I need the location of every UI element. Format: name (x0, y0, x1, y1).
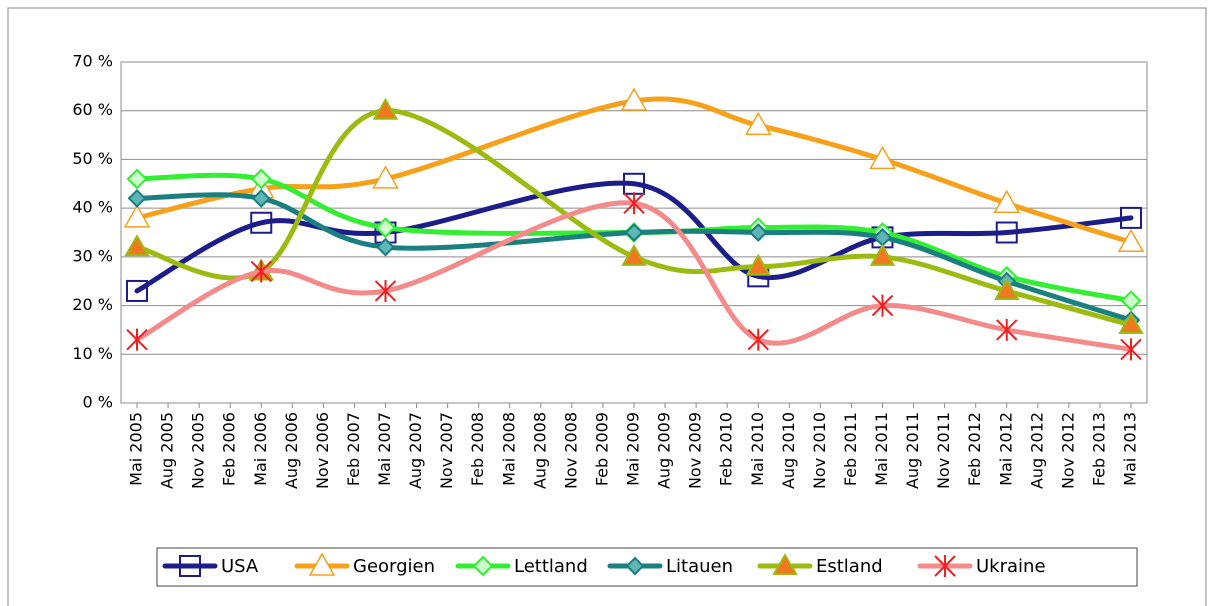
x-tick-label: Nov 2009 (686, 412, 705, 489)
x-tick-label: Feb 2011 (841, 412, 860, 486)
x-tick-label: Feb 2009 (592, 412, 611, 486)
x-tick-label: Nov 2008 (561, 412, 580, 489)
marker (623, 192, 645, 215)
marker (126, 168, 148, 190)
marker (993, 189, 1021, 214)
marker (621, 243, 647, 266)
marker (472, 555, 494, 577)
axes: 0 % 10 % 20 % 30 % 40 % 50 % 60 % 70 % Mai 2005 A… (72, 52, 1148, 489)
x-tick-label: Nov 2011 (934, 412, 953, 489)
legend-label: USA (221, 556, 259, 577)
line (134, 180, 1134, 294)
y-tick-label: 30 % (72, 246, 113, 265)
marker (1117, 228, 1145, 252)
y-tick-label: 0 % (83, 393, 113, 412)
marker (620, 87, 648, 111)
x-tick-label: Nov 2010 (810, 412, 829, 489)
x-tick-label: Aug 2005 (158, 412, 177, 489)
marker (126, 279, 148, 302)
marker (375, 217, 396, 239)
marker (250, 168, 272, 190)
x-tick-label: Mai 2007 (375, 412, 394, 486)
x-tick-label: Feb 2010 (717, 412, 736, 486)
marker (996, 318, 1018, 341)
x-tick-label: Feb 2012 (965, 412, 984, 486)
marker (1120, 338, 1142, 361)
marker (748, 223, 768, 242)
marker (376, 237, 395, 257)
legend: USA Georgien Lettland Litauen Estland Ukraine (162, 552, 1046, 577)
legend-label: Ukraine (976, 556, 1046, 577)
legend-label: Lettland (514, 556, 588, 577)
y-tick-label: 10 % (72, 344, 113, 363)
x-tick-label: Nov 2007 (437, 412, 456, 489)
x-tick-label: Nov 2012 (1058, 412, 1077, 489)
x-tick-label: Mai 2006 (251, 412, 270, 486)
y-tick-label: 70 % (72, 52, 113, 71)
x-tick-label: Aug 2008 (530, 412, 549, 489)
x-tick-label: Aug 2012 (1027, 412, 1046, 489)
series (124, 97, 1144, 335)
marker (994, 277, 1020, 300)
marker (372, 165, 399, 189)
marker (869, 243, 896, 266)
x-tick-label: Aug 2007 (406, 412, 425, 489)
marker (1120, 206, 1142, 229)
x-tick-label: Aug 2009 (655, 412, 674, 489)
series (126, 192, 1142, 361)
marker (1120, 290, 1142, 312)
x-tick-label: Nov 2006 (313, 412, 332, 489)
x-tick-label: Feb 2008 (468, 412, 487, 486)
x-tick-label: Aug 2010 (779, 412, 798, 489)
marker (747, 328, 769, 351)
marker (995, 221, 1018, 244)
marker (772, 553, 798, 575)
x-tick-label: Aug 2011 (903, 412, 922, 489)
marker (126, 328, 148, 351)
x-tick-label: Feb 2007 (344, 412, 363, 486)
marker (744, 111, 772, 136)
x-tick-label: Mai 2010 (748, 412, 767, 486)
marker (871, 294, 894, 317)
marker (625, 556, 645, 576)
y-tick-label: 20 % (72, 295, 113, 314)
legend-label: Georgien (353, 556, 435, 577)
marker (869, 145, 896, 170)
marker (127, 188, 147, 208)
marker (250, 211, 273, 234)
legend-label: Estland (816, 556, 883, 577)
marker (624, 223, 644, 242)
line (134, 108, 1134, 328)
legend-label: Litauen (666, 556, 733, 577)
marker (934, 555, 956, 577)
x-tick-label: Mai 2012 (996, 412, 1015, 486)
x-tick-label: Nov 2005 (189, 412, 208, 489)
x-tick-label: Mai 2005 (127, 412, 146, 486)
lines (123, 87, 1145, 361)
x-tick-label: Feb 2013 (1089, 412, 1108, 486)
line (134, 200, 1134, 352)
y-tick-label: 60 % (72, 100, 113, 119)
marker (308, 552, 336, 576)
y-tick-label: 40 % (72, 198, 113, 217)
y-tick-label: 50 % (72, 149, 113, 168)
marker (123, 204, 151, 228)
marker (745, 253, 771, 276)
marker (179, 555, 201, 577)
x-tick-label: Mai 2009 (624, 412, 643, 486)
x-tick-label: Aug 2006 (282, 412, 301, 489)
marker (124, 234, 150, 257)
marker (251, 188, 271, 208)
marker (1118, 312, 1144, 335)
marker (372, 97, 399, 120)
x-tick-label: Feb 2006 (220, 412, 239, 486)
x-tick-label: Mai 2011 (872, 412, 891, 486)
x-tick-label: Mai 2008 (499, 412, 518, 486)
x-tick-label: Mai 2013 (1121, 412, 1140, 486)
marker (374, 279, 397, 302)
marker (250, 260, 272, 283)
